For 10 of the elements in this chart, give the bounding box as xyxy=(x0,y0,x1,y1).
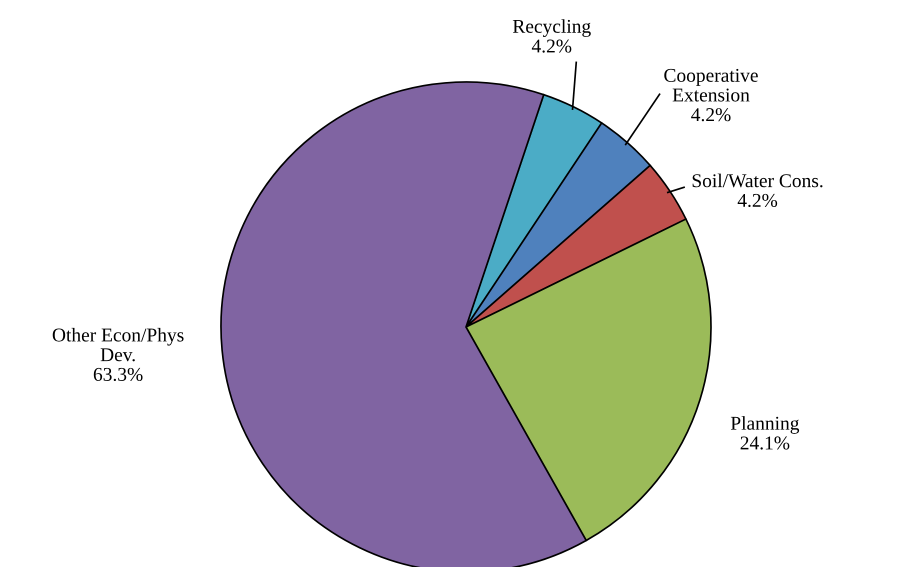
slice-label: Cooperative Extension xyxy=(664,68,758,102)
data-label: 4.2% xyxy=(691,108,731,122)
slice-label: Soil/Water Cons. xyxy=(692,174,822,188)
data-label: 63.3% xyxy=(94,368,143,382)
slice-label: Planning xyxy=(730,416,800,434)
data-label: 4.2% xyxy=(532,40,572,53)
slice-label: Other Econ/Phys Dev. xyxy=(52,328,184,362)
slice-label: Recycling xyxy=(512,19,591,37)
data-label: 24.1% xyxy=(740,436,790,450)
data-label: 4.2% xyxy=(738,194,778,208)
